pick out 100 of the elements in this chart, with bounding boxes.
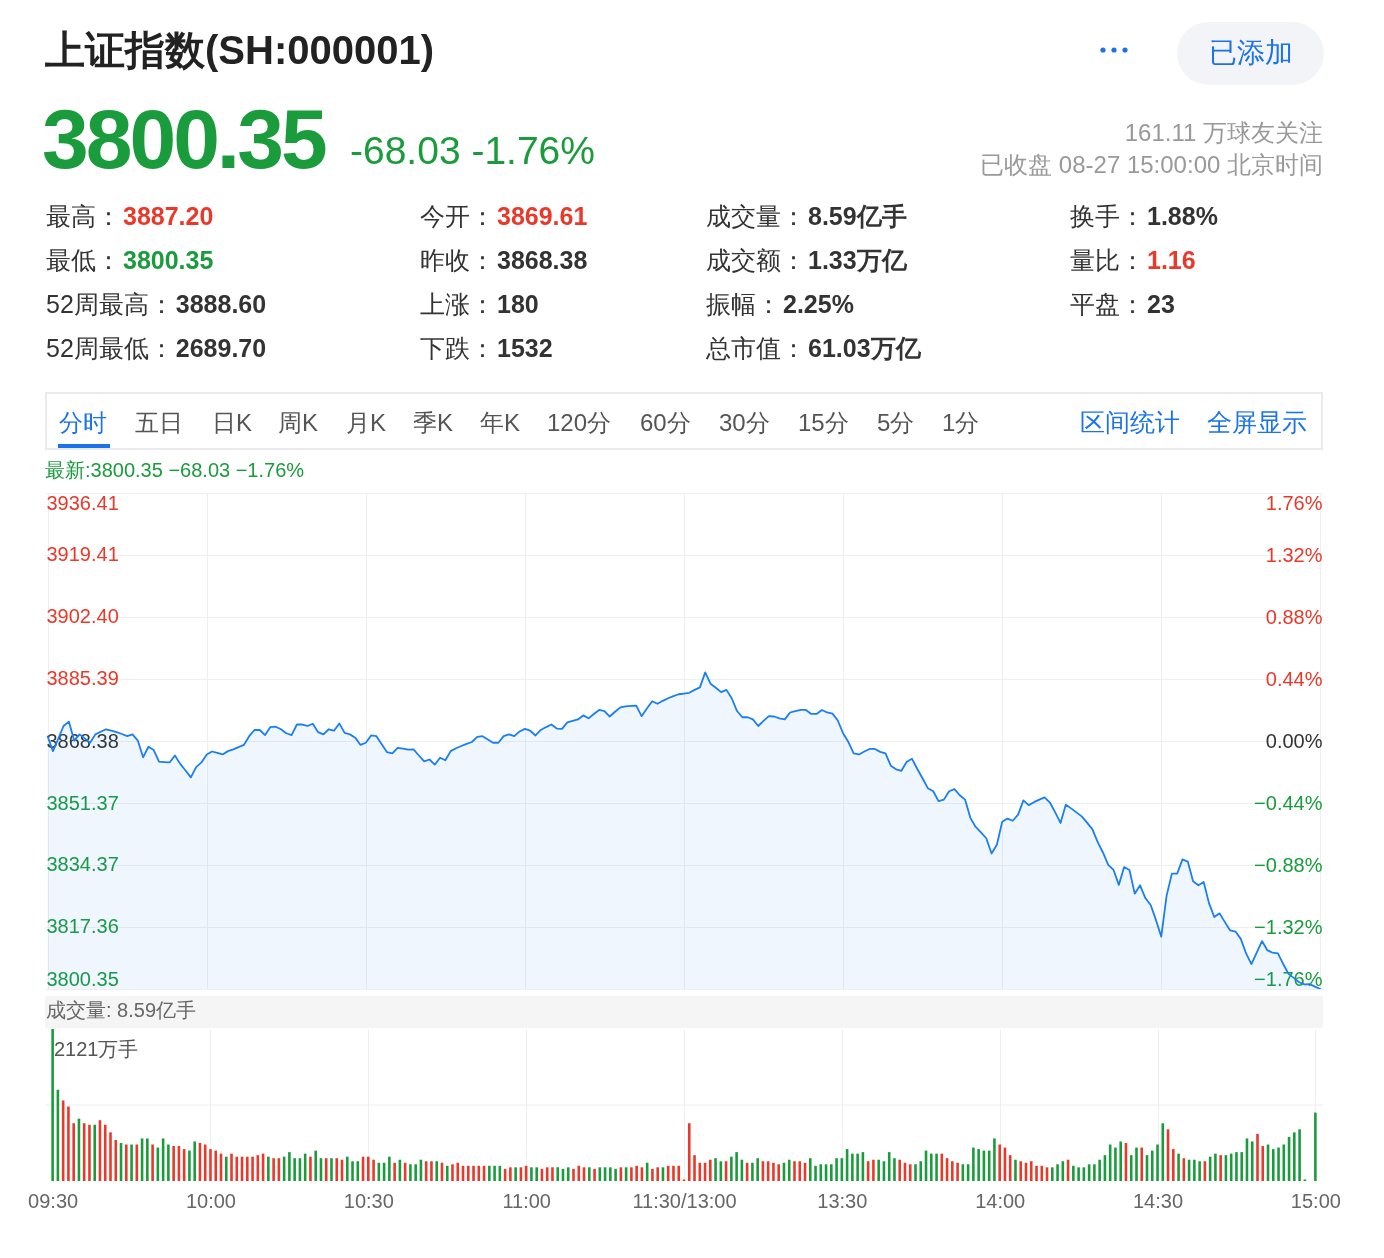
bar	[1261, 1146, 1265, 1181]
bar	[214, 1150, 218, 1181]
bar	[908, 1164, 912, 1181]
bar	[451, 1164, 454, 1181]
bar	[735, 1152, 738, 1181]
text: 今开：3869.61	[420, 202, 588, 230]
text: 分时	[59, 409, 107, 436]
bar	[324, 1158, 328, 1181]
bar	[935, 1153, 938, 1181]
bar	[1119, 1141, 1122, 1181]
bar	[1114, 1147, 1117, 1181]
bar	[67, 1106, 70, 1181]
bar	[898, 1159, 902, 1181]
bar	[509, 1167, 512, 1181]
bar	[877, 1159, 880, 1181]
text: 最高：3887.20	[46, 202, 214, 230]
bar	[472, 1165, 475, 1181]
text: 已添加	[1207, 37, 1294, 68]
bar	[677, 1165, 681, 1181]
bar	[209, 1149, 212, 1181]
bar	[1214, 1153, 1217, 1181]
text: 161.11 万球友关注	[1124, 119, 1323, 146]
bar	[1008, 1155, 1012, 1181]
bar	[814, 1165, 817, 1181]
chart-title: 成交量: 8.59亿手	[46, 999, 197, 1021]
bar	[993, 1138, 996, 1181]
bar	[235, 1156, 239, 1181]
bar	[919, 1161, 923, 1181]
bar	[1193, 1159, 1196, 1181]
bar	[372, 1159, 375, 1181]
bar	[830, 1164, 833, 1181]
text: 年K	[480, 409, 521, 436]
bar	[577, 1165, 581, 1181]
bar	[714, 1158, 717, 1181]
y2-tick-label: −0.88%	[1254, 853, 1323, 876]
bar	[856, 1153, 859, 1181]
bar	[151, 1144, 154, 1181]
x-tick-label: 11:00	[502, 1189, 551, 1212]
x-tick-label: 14:00	[975, 1189, 1026, 1212]
bar	[1161, 1123, 1165, 1181]
y2-tick-label: −0.44%	[1254, 791, 1323, 814]
bar	[1129, 1155, 1133, 1181]
bar	[172, 1146, 175, 1181]
bar	[356, 1161, 360, 1181]
x-tick-label: 09:30	[28, 1189, 79, 1212]
bar	[819, 1164, 823, 1181]
text: 已收盘 08-27 15:00:00 北京时间	[980, 151, 1323, 178]
text: 平盘：23	[1070, 290, 1175, 318]
bar	[730, 1156, 733, 1181]
bar	[1040, 1165, 1044, 1181]
bar	[709, 1159, 712, 1181]
bar	[698, 1162, 702, 1181]
bar	[167, 1144, 170, 1181]
bar	[972, 1147, 975, 1181]
text: 上涨：180	[420, 290, 539, 318]
text: -68.03 -1.76%	[350, 129, 595, 172]
bar	[998, 1144, 1001, 1181]
bar	[203, 1144, 207, 1181]
text: 成交量：8.59亿手	[706, 202, 907, 230]
bar	[430, 1161, 433, 1181]
bar	[88, 1124, 91, 1181]
bar	[114, 1139, 118, 1181]
bar	[1172, 1149, 1175, 1181]
bar	[693, 1155, 696, 1181]
bar	[914, 1164, 917, 1181]
text: 1分	[942, 409, 980, 436]
bar	[656, 1167, 659, 1181]
x-tick-label: 14:30	[1133, 1189, 1184, 1212]
bar	[193, 1141, 196, 1181]
annotation: 2121万手	[54, 1038, 139, 1060]
y-tick-label: 3919.41	[46, 543, 119, 566]
bar	[687, 1123, 691, 1181]
text: 上证指数(SH:000001)	[45, 28, 435, 72]
bar	[551, 1167, 554, 1181]
text: 全屏显示	[1207, 408, 1307, 436]
text: 总市值：61.03万亿	[706, 334, 921, 362]
bar	[977, 1149, 980, 1181]
bar	[1077, 1167, 1080, 1181]
text: 120分	[547, 409, 612, 436]
bar	[893, 1158, 896, 1181]
bar	[929, 1153, 933, 1181]
bar	[1014, 1159, 1017, 1181]
text: 52周最高：3888.60	[46, 290, 267, 318]
bar	[514, 1167, 517, 1181]
bar	[587, 1167, 591, 1181]
chart-title: 最新:3800.35 −68.03 −1.76%	[45, 459, 305, 481]
bar	[756, 1158, 759, 1181]
bar	[808, 1158, 812, 1181]
bar	[1056, 1164, 1059, 1181]
bar	[1156, 1144, 1159, 1181]
bar	[835, 1158, 838, 1181]
text: 15分	[798, 409, 849, 436]
bar	[651, 1168, 654, 1181]
text: 52周最低：2689.70	[46, 334, 267, 362]
bar	[951, 1161, 954, 1181]
bar	[772, 1162, 775, 1181]
bar	[1250, 1141, 1254, 1181]
bar	[1019, 1161, 1023, 1181]
bar	[1035, 1165, 1038, 1181]
x-tick-label: 13:30	[817, 1189, 868, 1212]
